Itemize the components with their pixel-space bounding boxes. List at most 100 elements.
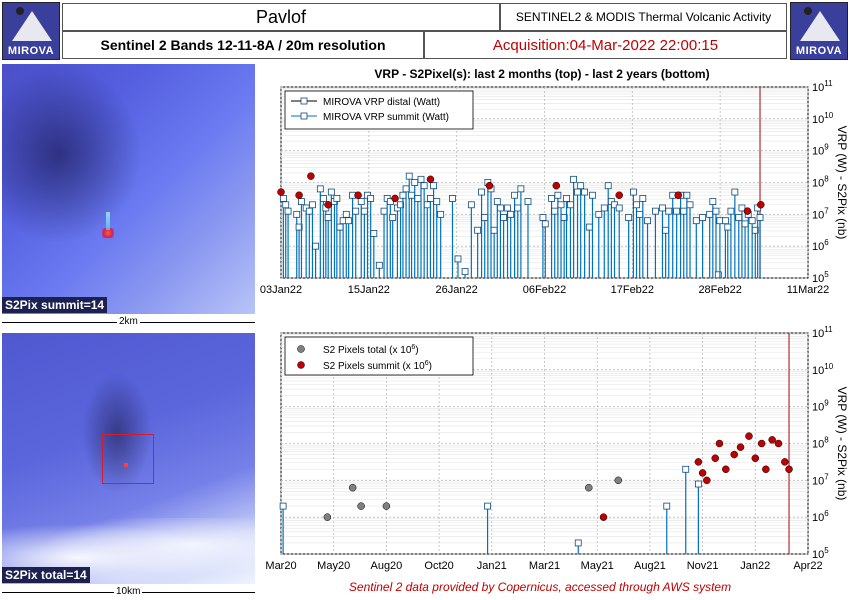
vrp-marker	[669, 191, 677, 199]
total-pixel-dot	[357, 502, 365, 510]
scale-label-top: 2km	[117, 316, 140, 327]
vrp-marker	[751, 226, 759, 234]
legend: S2 Pixels total (x 106) S2 Pixels summit …	[284, 336, 474, 376]
vrp-marker	[652, 207, 659, 215]
summit-pixel-dot	[751, 454, 760, 462]
x-tick-label: 15Jan22	[348, 284, 390, 296]
y-axis-label: VRP (W) - S2Pix (nb)	[835, 126, 849, 240]
total-pixel-dot	[382, 502, 391, 510]
shadow-area	[2, 64, 142, 244]
vrp-marker	[481, 214, 489, 221]
summit-caption: S2Pix summit=14	[2, 297, 108, 313]
vrp-marker	[595, 210, 603, 218]
x-tick-label: Mar20	[265, 560, 296, 572]
vrp-marker	[712, 207, 720, 215]
vrp-marker	[370, 230, 378, 237]
vrp-marker	[754, 204, 762, 212]
vrp-marker	[677, 191, 684, 199]
vrp-marker	[600, 204, 608, 212]
y-tick-label: 107	[812, 472, 829, 487]
vrp-marker	[389, 214, 397, 221]
vrp-marker	[731, 188, 739, 196]
vrp-marker	[577, 182, 585, 190]
vrp-marker	[500, 214, 507, 221]
zoom-box	[102, 434, 154, 484]
chart-background	[259, 64, 847, 600]
bands-label: Sentinel 2 Bands 12-11-8A / 20m resoluti…	[100, 37, 386, 53]
vrp-marker	[487, 185, 495, 193]
summit-pixel-dot	[277, 188, 285, 196]
plot-top: 105 106 107 108 109 1010 1011 03Jan22 15Jan22 26J…	[260, 79, 849, 296]
summit-pixel-dot	[736, 443, 745, 451]
legend-marker	[300, 112, 308, 120]
summit-pixel-dot	[781, 458, 789, 466]
system-title: SENTINEL2 & MODIS Thermal Volcanic Activ…	[515, 10, 772, 24]
x-tick-label: 11Mar22	[787, 284, 830, 296]
thermal-hotspot	[124, 463, 128, 467]
vrp-marker	[414, 195, 422, 202]
vrp-marker	[554, 191, 562, 199]
vrp-marker	[517, 185, 525, 193]
vrp-marker	[709, 198, 717, 206]
legend-marker	[300, 97, 308, 105]
vrp-marker	[574, 539, 582, 547]
vrp-marker	[430, 182, 437, 190]
vrp-marker	[309, 201, 316, 209]
vrp-marker	[557, 201, 565, 209]
thermal-hotspot	[102, 228, 114, 238]
summit-pixel-dot	[426, 175, 435, 184]
y-tick-label: 1011	[812, 79, 833, 94]
legend-label: S2 Pixels total (x 106)	[323, 344, 419, 356]
vrp-marker	[636, 210, 644, 218]
vrp-marker	[524, 198, 532, 206]
vrp-marker	[493, 198, 501, 206]
plot-frame	[280, 332, 809, 555]
x-tick-label: Nov21	[687, 560, 719, 572]
total-pixel-dot	[348, 483, 357, 492]
x-tick-label: 06Feb22	[523, 284, 566, 296]
vrp-marker	[312, 242, 320, 250]
legend: MIROVA VRP distal (Watt) MIROVA VRP summi…	[284, 90, 474, 130]
x-tick-label: Aug21	[634, 560, 666, 572]
summit-pixel-dot	[711, 454, 719, 462]
summit-pixel-dot	[324, 201, 332, 209]
summit-pixel-dot	[785, 465, 793, 474]
x-tick-label: Jan22	[740, 560, 770, 572]
x-tick-label: Mar21	[529, 560, 560, 572]
volcano-icon	[800, 11, 840, 41]
y-axis-label: VRP (W) - S2Pix (nb)	[835, 387, 849, 501]
vrp-marker	[399, 191, 407, 199]
footer-credit: Sentinel 2 data provided by Copernicus, …	[348, 580, 732, 594]
vrp-marker	[386, 198, 394, 206]
vrp-marker	[722, 217, 729, 225]
vrp-marker	[644, 217, 651, 225]
vrp-marker	[560, 214, 568, 221]
vrp-marker	[714, 271, 722, 279]
plot-frame	[280, 86, 809, 279]
vrp-marker	[744, 210, 752, 218]
vrp-marker	[659, 204, 666, 212]
legend-label: MIROVA VRP distal (Watt)	[323, 97, 440, 108]
acquisition-label: Acquisition:04-Mar-2022 22:00:15	[492, 36, 719, 54]
vrp-marker	[322, 204, 330, 212]
vrp-marker	[541, 220, 549, 228]
legend-label: MIROVA VRP summit (Watt)	[323, 112, 449, 123]
plot-bottom: 105 106 107 108 109 1010 1011 Mar20 May20 Aug20 Oc…	[265, 325, 849, 572]
vrp-marker	[427, 195, 434, 202]
vrp-marker	[342, 210, 350, 218]
system-title-box: SENTINEL2 & MODIS Thermal Volcanic Activ…	[500, 3, 787, 31]
vrp-marker	[738, 204, 746, 212]
vrp-marker	[735, 214, 743, 221]
summit-pixel-dot	[757, 439, 766, 448]
vrp-marker	[383, 195, 391, 202]
x-tick-label: 26Jan22	[436, 284, 478, 296]
vrp-marker	[633, 201, 640, 209]
vrp-marker	[665, 207, 673, 215]
vrp-marker	[539, 214, 547, 221]
vrp-marker	[433, 198, 441, 206]
vrp-marker	[548, 195, 555, 202]
vrp-marker	[295, 223, 303, 231]
vrp-marker	[484, 502, 491, 510]
vrp-marker	[352, 207, 360, 215]
vrp-marker	[345, 217, 353, 225]
